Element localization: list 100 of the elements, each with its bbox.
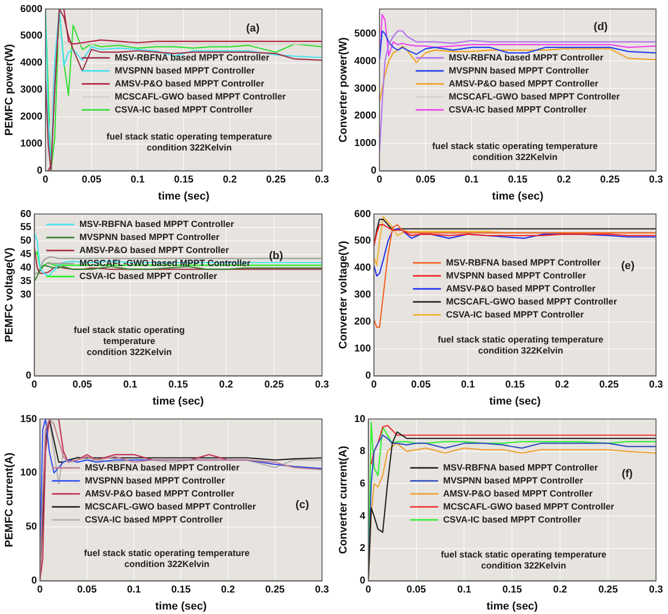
y-axis-title: PEMFC current(A) [4,452,16,548]
legend-label: MSV-RBFNA based MPPT Controller [443,462,598,472]
y-tick-label: 0 [365,370,372,382]
legend-label: MVSPNN based MPPT Controller [448,65,590,76]
x-tick-label: 0.3 [315,584,330,596]
y-tick-label: 100 [354,344,372,355]
annotation: fuel stack static operating temperature condition 322Kelvin [74,324,185,357]
y-tick-label: 3000 [354,83,377,94]
y-tick-label: 300 [354,290,372,301]
x-tick-label: 0.15 [171,584,192,596]
legend-label: CSVA-IC based MPPT Controller [443,514,582,524]
x-tick-label: 0.1 [126,584,142,596]
y-tick-label: 8 [360,446,366,458]
x-tick-label: 0.05 [82,174,102,186]
y-tick-label: 10 [354,414,366,425]
x-tick-label: 0.2 [555,380,570,391]
y-tick-label: 5000 [20,30,43,42]
y-tick-label: 400 [354,262,372,274]
x-tick-label: 0.2 [556,174,572,186]
legend-label: AMSV-P&O based MPPT Controller [114,78,265,88]
legend-label: CSVA-IC based MPPT Controller [114,104,254,114]
x-tick-label: 0.15 [502,584,522,596]
legend-label: AMSV-P&O based MPPT Controller [79,244,230,255]
x-tick-label: 0.25 [264,380,284,391]
legend-label: AMSV-P&O based MPPT Controller [443,488,594,498]
y-tick-label: 0 [26,370,32,382]
y-tick-label: 6000 [20,4,43,15]
y-tick-label: 0 [360,576,366,587]
annotation: (c) [296,498,310,511]
y-tick-label: 6 [360,478,366,490]
y-axis-title: Converter voltage(V) [338,240,350,349]
legend-label: CSVA-IC based MPPT Controller [446,309,584,320]
annotation: fuel stack static operating temperature condition 322Kelvin [84,548,250,569]
legend-label: CSVA-IC based MPPT Controller [79,270,218,281]
annotation: fuel stack static operating temperature condition 322Kelvin [440,549,606,570]
y-tick-label: 4000 [20,58,43,69]
y-tick-label: 50 [26,522,38,533]
x-axis-title: time (sec) [158,190,210,202]
legend-label: MVSPNN based MPPT Controller [114,65,256,76]
x-axis-title: time (sec) [489,395,541,408]
y-tick-label: 35 [20,276,32,288]
x-tick-label: 0.25 [600,174,620,186]
x-axis-title: time (sec) [155,600,207,612]
y-axis-title: Converter power(W) [338,37,350,142]
x-tick-label: 0.05 [72,380,92,391]
legend-label: CSVA-IC based MPPT Controller [84,514,224,524]
y-tick-label: 45 [20,249,32,260]
x-tick-label: 0.3 [649,584,664,596]
y-tick-label: 2000 [354,110,377,122]
x-tick-label: 0.2 [553,584,568,596]
x-tick-label: 0.2 [219,380,234,391]
legend-label: MSV-RBFNA based MPPT Controller [446,257,602,268]
x-tick-label: 0.15 [505,380,526,391]
annotation: (f) [622,468,634,480]
x-tick-label: 0.1 [123,380,138,391]
x-tick-label: 0.05 [406,584,426,596]
legend-label: MVSPNN based MPPT Controller [443,475,584,486]
y-tick-label: 1000 [354,138,377,150]
x-tick-label: 0.05 [416,174,436,186]
legend-label: MSV-RBFNA based MPPT Controller [448,52,604,62]
y-tick-label: 3000 [20,84,43,96]
y-tick-label: 2 [360,543,366,554]
x-tick-label: 0.1 [464,174,480,186]
y-tick-label: 150 [20,414,38,425]
x-tick-label: 0.25 [599,380,620,391]
y-axis-title: PEMFC voltage(V) [4,247,16,342]
y-tick-label: 40 [20,262,32,274]
y-tick-label: 30 [20,290,32,301]
y-tick-label: 5000 [354,28,377,40]
x-axis-title: time (sec) [492,190,544,202]
legend-label: MCSCAFL-GWO based MPPT Controller [446,296,618,306]
y-tick-label: 0 [36,166,43,177]
x-axis-title: time (sec) [152,395,204,408]
x-tick-label: 0.2 [221,584,236,596]
annotation: fuel stack static operating temperature condition 322Kelvin [432,141,598,162]
annotation: fuel stack static operating temperature condition 322Kelvin [438,334,604,356]
x-tick-label: 0.1 [460,380,476,391]
x-tick-label: 0.1 [130,174,146,186]
legend-label: AMSV-P&O based MPPT Controller [84,488,235,498]
y-tick-label: 50 [20,236,32,247]
legend-label: CSVA-IC based MPPT Controller [448,104,588,114]
y-tick-label: 1000 [20,138,43,150]
annotation: (b) [268,250,284,262]
x-tick-label: 0.3 [649,174,664,186]
legend-label: MCSCAFL-GWO based MPPT Controller [84,501,256,512]
legend-label: MCSCAFL-GWO based MPPT Controller [114,91,286,102]
legend-label: MVSPNN based MPPT Controller [446,270,586,280]
y-tick-label: 0 [31,576,38,587]
legend-label: MVSPNN based MPPT Controller [84,475,226,486]
y-tick-label: 60 [20,208,32,220]
y-tick-label: 500 [354,236,372,247]
x-tick-label: 0.3 [315,380,330,391]
legend-label: MSV-RBFNA based MPPT Controller [114,52,270,62]
y-tick-label: 2000 [20,112,43,123]
legend-label: MCSCAFL-GWO based MPPT Controller [443,501,615,512]
x-tick-label: 0.15 [168,380,188,391]
x-tick-label: 0.3 [649,380,664,391]
y-tick-label: 4 [360,510,366,522]
annotation: (e) [621,260,635,272]
legend-label: MSV-RBFNA based MPPT Controller [79,218,234,229]
